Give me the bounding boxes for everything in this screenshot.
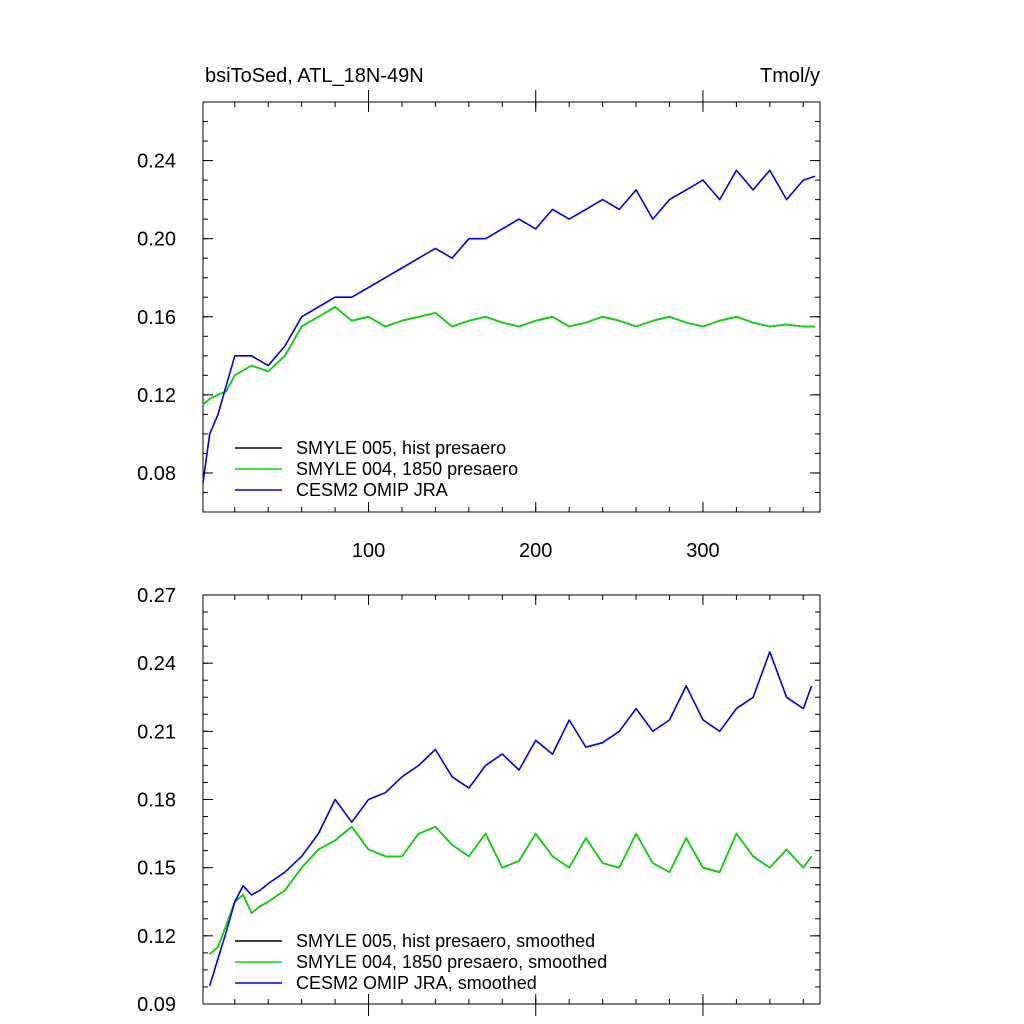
x-tick-label: 200 — [519, 540, 552, 562]
top-panel: bsiToSed, ATL_18N-49N Tmol/y 0.08 0.12 0.1… — [137, 65, 821, 562]
y-tick-label: 0.12 — [137, 926, 176, 948]
top-panel-series — [202, 169, 816, 483]
legend-label-hist-smoothed: SMYLE 005, hist presaero, smoothed — [296, 931, 595, 951]
series-line-3 — [202, 169, 816, 483]
y-tick-label: 0.18 — [137, 790, 176, 812]
y-tick-label: 0.09 — [137, 994, 176, 1016]
y-tick-label: 0.21 — [137, 721, 176, 743]
y-tick-label: 0.15 — [137, 858, 176, 880]
plot-frame — [202, 101, 821, 513]
series-line-2 — [209, 825, 813, 955]
bottom-panel-axes: 0.09 0.12 0.15 0.18 0.21 0.24 0.27 — [137, 585, 821, 1016]
y-tick-label: 0.27 — [137, 585, 176, 607]
y-tick-label: 0.24 — [137, 653, 176, 675]
y-tick-label: 0.08 — [137, 463, 176, 485]
legend-label-hist: SMYLE 005, hist presaero — [296, 438, 506, 458]
series-line-1 — [202, 306, 815, 406]
top-panel-axes: 0.08 0.12 0.16 0.20 0.24 100 200 300 — [137, 90, 821, 562]
x-tick-label: 300 — [686, 540, 719, 562]
top-panel-legend: SMYLE 005, hist presaero SMYLE 004, 1850… — [235, 438, 518, 500]
bottom-panel-series — [208, 650, 813, 987]
top-panel-title: bsiToSed, ATL_18N-49N — [205, 65, 424, 87]
series-line-2 — [202, 306, 815, 406]
y-tick-label: 0.16 — [137, 307, 176, 329]
y-tick-label: 0.12 — [137, 385, 176, 407]
legend-label-1850: SMYLE 004, 1850 presaero — [296, 459, 518, 479]
legend-label-1850-smoothed: SMYLE 004, 1850 presaero, smoothed — [296, 952, 607, 972]
legend-label-omip-smoothed: CESM2 OMIP JRA, smoothed — [296, 973, 537, 993]
top-panel-units: Tmol/y — [760, 65, 820, 87]
series-line-3 — [208, 650, 813, 987]
bottom-panel-legend: SMYLE 005, hist presaero, smoothed SMYLE… — [235, 931, 607, 993]
legend-label-omip: CESM2 OMIP JRA — [296, 480, 448, 500]
y-tick-label: 0.24 — [137, 151, 176, 173]
y-tick-label: 0.20 — [137, 229, 176, 251]
x-tick-label: 100 — [352, 540, 385, 562]
bottom-panel: 0.09 0.12 0.15 0.18 0.21 0.24 0.27 SMYLE 005, … — [137, 585, 821, 1016]
